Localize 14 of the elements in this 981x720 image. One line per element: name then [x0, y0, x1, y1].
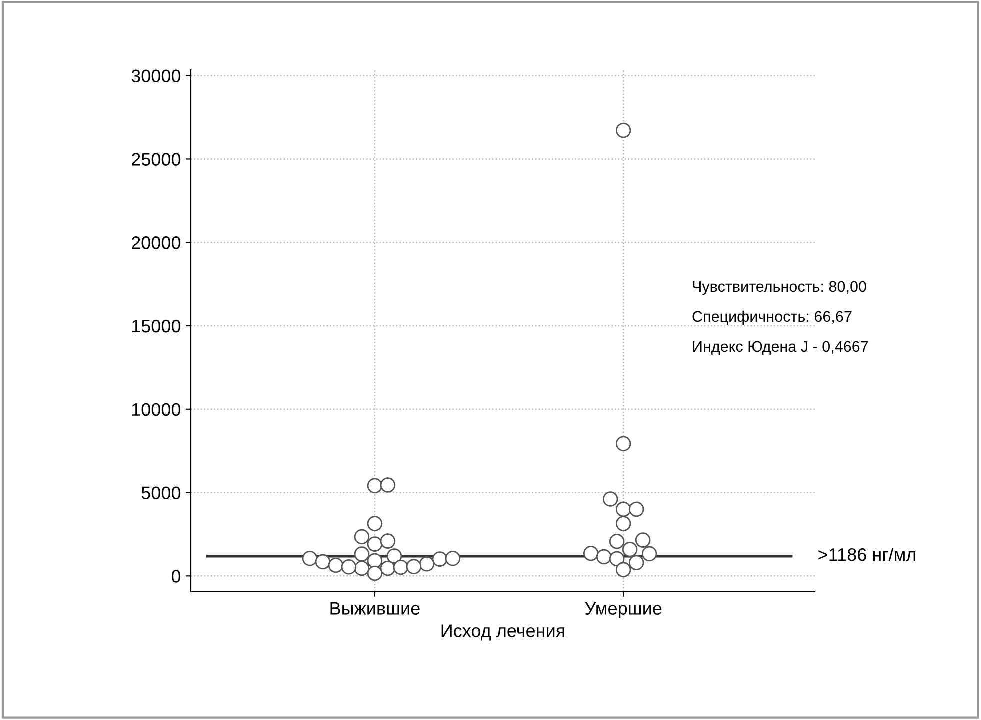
annotation: Чувствительность: 80,00	[693, 281, 866, 296]
y-tick-label: 5000	[142, 486, 181, 500]
y-tick-label: 30000	[132, 70, 181, 83]
y-tick-label: 20000	[132, 236, 181, 250]
y-tick-label: 10000	[132, 403, 181, 416]
annotation: Специфичность: 66,67	[692, 310, 852, 326]
annotation: Индекс Юдена J - 0,4667	[693, 341, 868, 355]
y-tick-label: 25000	[132, 153, 181, 166]
ref-line-label: >1186 нг/мл	[818, 548, 916, 562]
x-tick-label: Выжившие	[330, 602, 420, 615]
x-tick-label: Умершие	[585, 602, 662, 619]
y-tick-label: 0	[172, 570, 181, 583]
x-axis-title: Исход лечения	[442, 624, 564, 641]
y-tick-label: 15000	[132, 320, 181, 333]
